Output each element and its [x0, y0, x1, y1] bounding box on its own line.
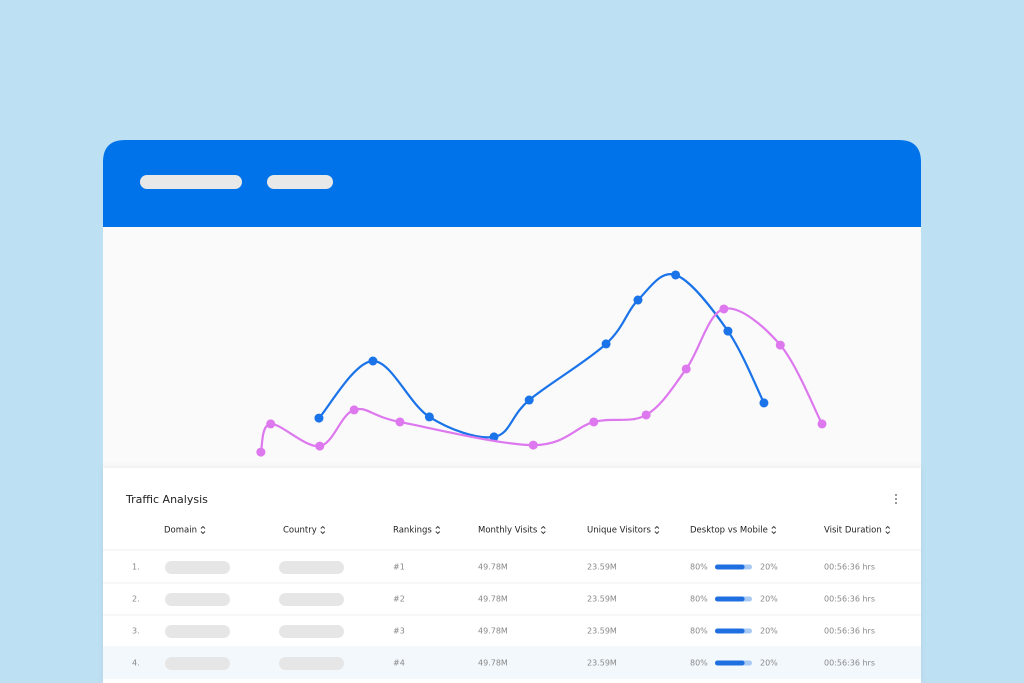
- country-placeholder: [279, 657, 344, 670]
- menu-dot[interactable]: [895, 502, 897, 504]
- data-point: [719, 304, 729, 314]
- ranking: #2: [393, 595, 405, 604]
- data-point: [314, 413, 324, 423]
- monthly-visits: 49.78M: [478, 659, 508, 668]
- domain-placeholder: [165, 561, 230, 574]
- row-index: 4.: [132, 659, 140, 668]
- sort-icon[interactable]: [654, 525, 660, 535]
- data-point: [723, 326, 733, 336]
- ranking: #4: [393, 659, 405, 668]
- monthly-visits: 49.78M: [478, 563, 508, 572]
- ranking: #3: [393, 627, 405, 636]
- country-placeholder: [279, 561, 344, 574]
- sort-icon[interactable]: [200, 525, 206, 535]
- column-header[interactable]: Domain: [164, 526, 197, 536]
- domain-placeholder: [165, 625, 230, 638]
- visit-duration: 00:56:36 hrs: [824, 627, 875, 636]
- desktop-share: 80%: [690, 563, 708, 572]
- data-point: [759, 398, 769, 408]
- sort-icon[interactable]: [435, 525, 441, 535]
- data-point: [775, 340, 785, 350]
- data-point: [395, 417, 405, 427]
- data-point: [671, 270, 681, 280]
- row-index: 1.: [132, 563, 140, 572]
- row-highlight: [103, 647, 921, 679]
- row-index: 2.: [132, 595, 140, 604]
- ranking: #1: [393, 563, 405, 572]
- series-line: [318, 272, 765, 439]
- data-point: [528, 440, 538, 450]
- desktop-share: 80%: [690, 659, 708, 668]
- country-placeholder: [279, 625, 344, 638]
- column-header[interactable]: Rankings: [393, 526, 432, 536]
- visit-duration: 00:56:36 hrs: [824, 595, 875, 604]
- unique-visitors: 23.59M: [587, 659, 617, 668]
- sort-icon[interactable]: [885, 525, 891, 535]
- mobile-share: 20%: [760, 595, 778, 604]
- share-bar-fill: [715, 628, 745, 634]
- share-bar-fill: [715, 564, 745, 570]
- column-header[interactable]: Monthly Visits: [478, 526, 538, 536]
- monthly-visits: 49.78M: [478, 627, 508, 636]
- data-point: [315, 441, 325, 451]
- data-point: [681, 364, 691, 374]
- card-header: [103, 140, 921, 227]
- unique-visitors: 23.59M: [587, 627, 617, 636]
- country-placeholder: [279, 593, 344, 606]
- mobile-share: 20%: [760, 563, 778, 572]
- column-header[interactable]: Country: [283, 526, 317, 536]
- data-point: [266, 419, 276, 429]
- visit-duration: 00:56:36 hrs: [824, 563, 875, 572]
- data-point: [589, 417, 599, 427]
- sort-icon[interactable]: [771, 525, 777, 535]
- unique-visitors: 23.59M: [587, 595, 617, 604]
- data-point: [349, 405, 359, 415]
- desktop-share: 80%: [690, 595, 708, 604]
- sort-icon[interactable]: [540, 525, 546, 535]
- table-panel: Traffic Analysis Domain Country Rankings Mo…: [103, 468, 921, 683]
- mobile-share: 20%: [760, 627, 778, 636]
- table-title: Traffic Analysis: [125, 493, 208, 506]
- data-point: [633, 295, 643, 305]
- data-point: [424, 412, 434, 422]
- column-header[interactable]: Desktop vs Mobile: [690, 526, 768, 536]
- unique-visitors: 23.59M: [587, 563, 617, 572]
- share-bar-fill: [715, 596, 745, 602]
- data-point: [256, 447, 266, 457]
- column-header[interactable]: Visit Duration: [824, 526, 882, 536]
- data-point: [817, 419, 827, 429]
- column-header[interactable]: Unique Visitors: [587, 526, 651, 536]
- sort-icon[interactable]: [320, 525, 326, 535]
- header-pill: [140, 175, 242, 189]
- visit-duration: 00:56:36 hrs: [824, 659, 875, 668]
- menu-dot[interactable]: [895, 498, 897, 500]
- data-point: [489, 432, 499, 442]
- domain-placeholder: [165, 657, 230, 670]
- data-point: [601, 339, 611, 349]
- monthly-visits: 49.78M: [478, 595, 508, 604]
- share-bar-fill: [715, 660, 745, 666]
- data-point: [524, 395, 534, 405]
- menu-dot[interactable]: [895, 494, 897, 496]
- row-index: 3.: [132, 627, 140, 636]
- mobile-share: 20%: [760, 659, 778, 668]
- domain-placeholder: [165, 593, 230, 606]
- data-point: [368, 356, 378, 366]
- desktop-share: 80%: [690, 627, 708, 636]
- header-pill: [267, 175, 333, 189]
- data-point: [641, 410, 651, 420]
- chart: [256, 270, 827, 457]
